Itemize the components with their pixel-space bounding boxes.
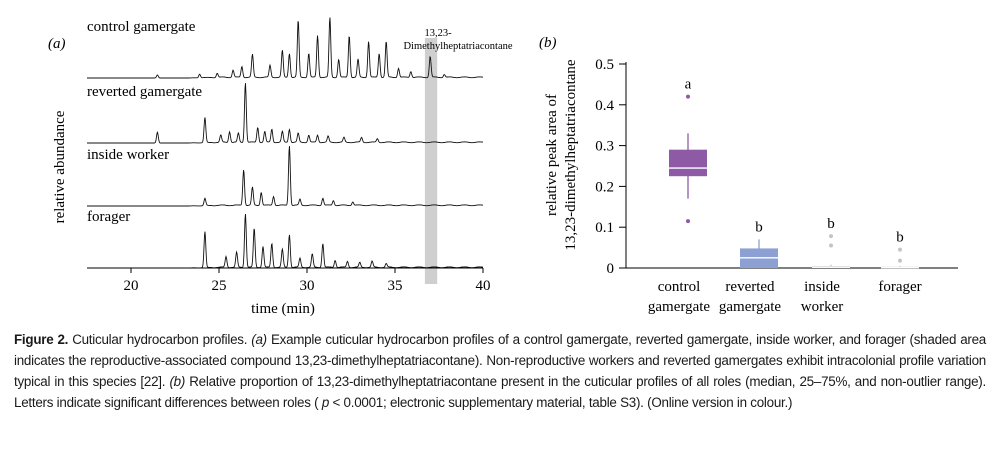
caption-ref-b: (b)	[169, 374, 186, 389]
y-tick-label: 0.3	[595, 139, 614, 155]
panel-b-y-axis-label-line2: 13,23-dimethylheptatriacontane	[563, 59, 579, 251]
box-outlier	[829, 243, 833, 248]
box-outlier	[898, 247, 902, 252]
category-label: forager	[878, 279, 921, 295]
category-label-line2: gamergate	[648, 299, 711, 315]
panel-a-label: (a)	[48, 36, 66, 52]
category-label-line2: gamergate	[719, 299, 782, 315]
box-1: a control gamergate	[648, 77, 711, 315]
chromatogram-line	[87, 83, 484, 144]
x-tick-label: 25	[212, 278, 227, 294]
box-outlier	[686, 219, 690, 224]
trace-label: reverted gamergate	[87, 84, 202, 100]
caption-text-2: Example cuticular hydrocarbon profiles o…	[14, 332, 987, 389]
panel-b-label: (b)	[539, 35, 557, 51]
caption-text-1: Cuticular hydrocarbon profiles.	[68, 332, 252, 347]
box-3: b inside worker	[801, 216, 850, 315]
caption-ref-a: (a)	[251, 332, 267, 347]
box-iqr	[669, 149, 707, 177]
caption-text-4: < 0.0001; electronic supplementary mater…	[329, 395, 793, 410]
category-label: inside	[804, 279, 840, 295]
box-4: b forager	[878, 230, 921, 295]
category-label-line2: worker	[801, 299, 843, 315]
box-outlier	[686, 94, 690, 99]
significance-letter: b	[896, 230, 904, 246]
caption-p-symbol: p	[321, 395, 330, 410]
panel-a-x-axis-label: time (min)	[251, 301, 315, 317]
trace-label: forager	[87, 209, 130, 225]
figure-caption: Figure 2. Cuticular hydrocarbon profiles…	[14, 329, 986, 413]
significance-letter: a	[685, 77, 692, 93]
chromatogram-line	[87, 17, 484, 79]
chromatogram-trace: inside worker	[87, 146, 484, 207]
significance-letter: b	[755, 219, 763, 235]
y-tick-label: 0.5	[595, 57, 614, 73]
chromatogram-trace: control gamergate	[87, 17, 484, 79]
chromatogram-trace: forager	[87, 209, 484, 269]
x-tick-label: 40	[476, 278, 491, 294]
y-tick-label: 0.1	[595, 220, 614, 236]
category-label: control	[658, 279, 701, 295]
x-tick-label: 30	[300, 278, 315, 294]
chromatogram-trace: reverted gamergate	[87, 83, 484, 144]
chromatogram-line	[87, 146, 484, 207]
x-tick-label: 20	[124, 278, 139, 294]
category-label: reverted	[725, 279, 775, 295]
significance-letter: b	[827, 216, 835, 232]
y-tick-label: 0	[607, 261, 615, 277]
panel-a-chromatograms: (a) 13,23- Dimethylheptatriacontane rela…	[48, 17, 513, 317]
panel-b-boxplot: (b) relative peak area of 13,23-dimethyl…	[539, 35, 958, 315]
y-tick-label: 0.4	[595, 98, 614, 114]
panel-b-y-axis-label-line1: relative peak area of	[544, 94, 560, 216]
box-outlier	[829, 234, 833, 239]
trace-label: inside worker	[87, 147, 169, 163]
y-tick-label: 0.2	[595, 179, 614, 195]
panel-a-y-axis-label: relative abundance	[52, 110, 68, 223]
box-2: b reverted gamergate	[719, 219, 782, 315]
compound-annotation-line2: Dimethylheptatriacontane	[403, 41, 512, 52]
shaded-compound-region	[424, 38, 438, 284]
chromatogram-line	[87, 213, 484, 269]
figure-2: (a) 13,23- Dimethylheptatriacontane rela…	[48, 17, 958, 317]
x-tick-label: 35	[388, 278, 403, 294]
box-outlier	[898, 258, 902, 263]
trace-label: control gamergate	[87, 19, 196, 35]
caption-figure-label: Figure 2.	[14, 332, 69, 347]
caption-text-3: Relative proportion of 13,23-dimethylhep…	[14, 374, 986, 410]
compound-annotation-line1: 13,23-	[424, 28, 452, 39]
